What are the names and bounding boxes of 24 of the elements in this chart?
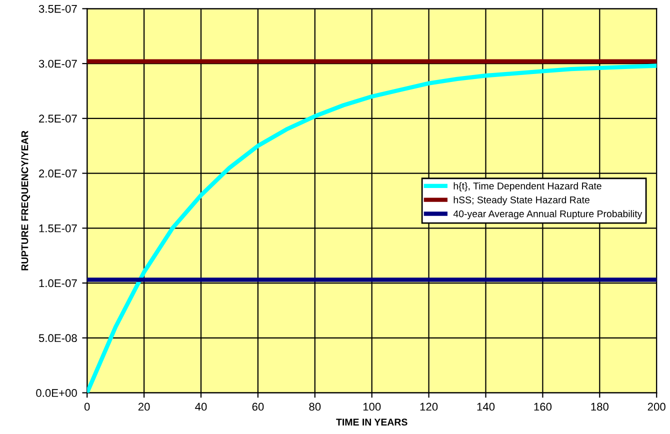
y-tick-label: 1.5E-07 [39, 224, 77, 232]
y-tick-label: 2.0E-07 [39, 170, 77, 178]
y-tick-label: 2.5E-07 [39, 114, 77, 123]
y-axis-title: RUPTURE FREQUENCY/YEAR [21, 130, 30, 270]
x-tick-label: 20 [138, 402, 150, 411]
x-tick-label: 200 [648, 402, 666, 411]
y-tick-label: 1.0E-07 [39, 279, 77, 288]
legend-label: h{t}, Time Dependent Hazard Rate [454, 182, 602, 192]
x-tick-label: 160 [534, 402, 552, 411]
legend-label: hSS; Steady State Hazard Rate [454, 196, 590, 206]
x-tick-label: 180 [591, 402, 608, 411]
x-tick-label: 140 [477, 402, 495, 411]
y-tick-label: 0.0E+00 [36, 389, 77, 397]
y-tick-label: 3.0E-07 [38, 60, 77, 68]
x-tick-label: 120 [420, 402, 438, 411]
y-tick-label: 3.5E-07 [38, 4, 77, 13]
x-axis-title: TIME IN YEARS [336, 418, 408, 426]
x-tick-label: 80 [309, 402, 321, 411]
x-tick-label: 40 [195, 402, 207, 411]
y-tick-label: 5.0E-08 [38, 334, 77, 342]
legend-label: 40-year Average Annual Rupture Probability [453, 210, 642, 220]
x-tick-label: 60 [252, 402, 264, 411]
x-tick-label: 100 [363, 402, 381, 411]
x-tick-label: 0 [84, 402, 90, 411]
